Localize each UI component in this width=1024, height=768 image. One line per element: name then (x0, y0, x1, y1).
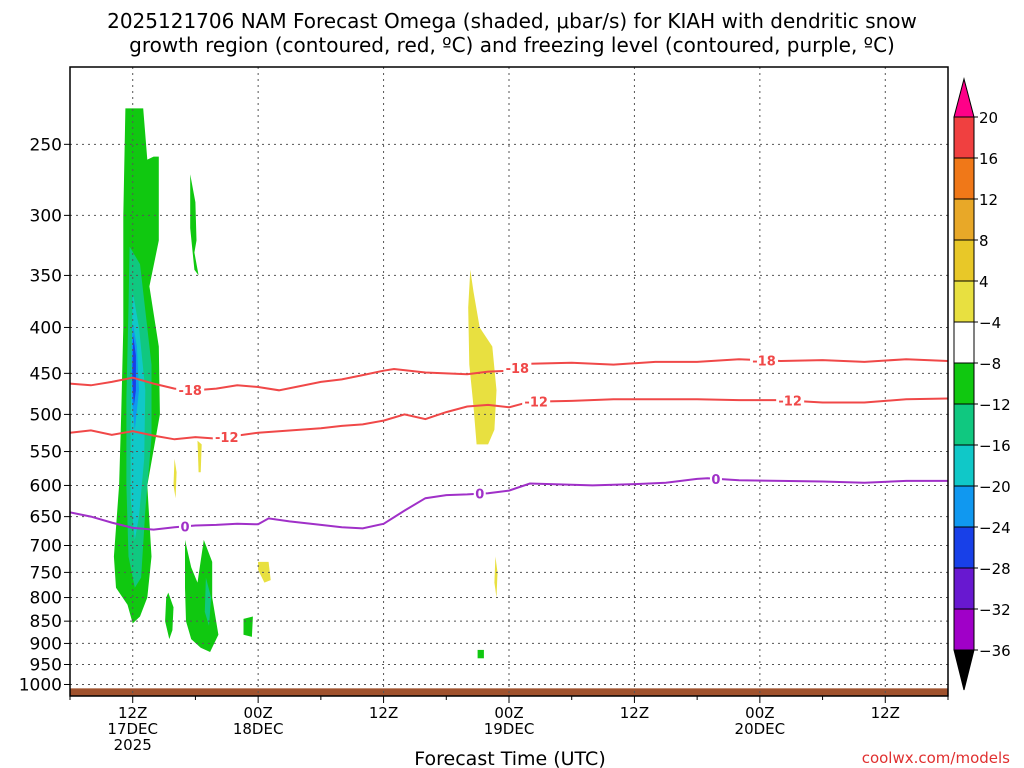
chart-title-line-1: 2025121706 NAM Forecast Omega (shaded, μ… (107, 9, 917, 33)
omega-region-yellow-small2 (173, 458, 177, 499)
contour-label-bg (709, 470, 722, 487)
contour-label-0: 0 (711, 473, 720, 488)
y-tick-label: 350 (30, 266, 62, 286)
x-tick-label: 00Z (243, 704, 272, 722)
colorbar-label: −8 (979, 355, 1001, 373)
x-tick-label: 00Z (494, 704, 523, 722)
colorbar-label: 20 (979, 109, 998, 127)
omega-region-green-low1 (165, 592, 174, 640)
colorbar-label: −36 (979, 642, 1011, 660)
contour-label-bg (776, 392, 805, 409)
colorbar-label: −24 (979, 519, 1011, 537)
contour-label-0: 0 (475, 488, 484, 503)
x-tick-label: 12Z (118, 704, 147, 722)
x-axis-label: Forecast Time (UTC) (414, 748, 605, 768)
y-tick-label: 900 (30, 634, 62, 654)
colorbar-box (953, 567, 975, 610)
omega-region-yellow-small1 (197, 440, 202, 473)
y-tick-label: 300 (30, 206, 62, 226)
x-tick-label: 20DEC (735, 720, 786, 738)
contour-label--18: -18 (752, 354, 776, 369)
colorbar-box (953, 608, 975, 651)
x-tick-label: 00Z (745, 704, 774, 722)
omega-region-yellow-small3 (258, 561, 271, 583)
colorbar-box (953, 321, 975, 364)
y-tick-label: 950 (30, 655, 62, 675)
colorbar-label: 12 (979, 191, 998, 209)
contour-label--18: -18 (506, 362, 530, 377)
colorbar-label: −12 (979, 396, 1011, 414)
x-tick-label: 17DEC (107, 720, 158, 738)
x-tick-label: 2025 (114, 736, 152, 754)
colorbar: 20 16 12 8 4 −4 −8 −12 −16 −20 −24 −28 −32 −36 (953, 77, 1011, 691)
y-tick-label: 700 (30, 537, 62, 557)
contour-label--12: -12 (778, 395, 802, 410)
omega-region-navy-core (132, 335, 136, 407)
omega-region-green-low2 (185, 539, 219, 652)
colorbar-top-arrow (953, 77, 975, 118)
x-tick-label: 12Z (871, 704, 900, 722)
y-tick-label: 250 (30, 135, 62, 155)
x-tick-label: 19DEC (484, 720, 535, 738)
colorbar-box (953, 403, 975, 446)
y-tick-label: 600 (30, 476, 62, 496)
x-tick-label: 12Z (369, 704, 398, 722)
colorbar-box (953, 485, 975, 528)
colorbar-label: 16 (979, 150, 998, 168)
y-tick-label: 450 (30, 364, 62, 384)
contour-label-bg (473, 485, 486, 502)
y-tick-label: 1000 (19, 675, 62, 695)
colorbar-label: −20 (979, 478, 1011, 496)
colorbar-label: 8 (979, 232, 989, 250)
colorbar-box (953, 280, 975, 323)
y-tick-label: 550 (30, 443, 62, 463)
contour--12 (70, 397, 948, 441)
colorbar-box (953, 198, 975, 241)
contour-label-bg (212, 429, 241, 446)
colorbar-label: −28 (979, 560, 1011, 578)
colorbar-box (953, 239, 975, 282)
y-tick-label: 750 (30, 563, 62, 583)
y-tick-label: 800 (30, 589, 62, 609)
colorbar-box (953, 116, 975, 159)
colorbar-label: −32 (979, 601, 1011, 619)
omega-region-teal-low (204, 577, 212, 626)
colorbar-box (953, 444, 975, 487)
contour-label-bg (176, 381, 205, 398)
y-tick-label: 400 (30, 318, 62, 338)
colorbar-box (953, 157, 975, 200)
y-tick-label: 850 (30, 612, 62, 632)
y-axis: 2503003504004505005506006507007508008509… (19, 135, 70, 695)
colorbar-box (953, 526, 975, 569)
x-tick-label: 12Z (620, 704, 649, 722)
contour-label-bg (750, 352, 779, 369)
colorbar-box (953, 362, 975, 405)
contour-label--12: -12 (524, 396, 548, 411)
chart-title-line-2: growth region (contoured, red, ºC) and f… (129, 33, 895, 57)
x-tick-label: 18DEC (233, 720, 284, 738)
omega-region-green-dot (477, 649, 484, 659)
contour-label--12: -12 (215, 431, 239, 446)
contour-label-bg (522, 393, 551, 410)
contour-label-0: 0 (180, 520, 189, 535)
omega-region-yellow-upper (468, 269, 497, 445)
colorbar-label: 4 (979, 273, 989, 291)
contour-label--18: -18 (178, 384, 202, 399)
contour-label-bg (178, 518, 191, 535)
omega-region-green-low3 (243, 616, 253, 637)
colorbar-label: −4 (979, 314, 1001, 332)
y-tick-label: 650 (30, 508, 62, 528)
plot-area: -18 -18 -18 -12 -12 -12 0 0 0 (69, 66, 949, 697)
credit-link[interactable]: coolwx.com/models (862, 749, 1010, 767)
omega-region-yellow-small4 (494, 556, 498, 598)
colorbar-label: −16 (979, 437, 1011, 455)
y-tick-label: 500 (30, 405, 62, 425)
contour-label-bg (503, 359, 532, 376)
colorbar-bottom-arrow (953, 649, 975, 691)
omega-region-green-upper (190, 174, 199, 276)
plot-inner: -18 -18 -18 -12 -12 -12 0 0 0 (70, 67, 948, 696)
